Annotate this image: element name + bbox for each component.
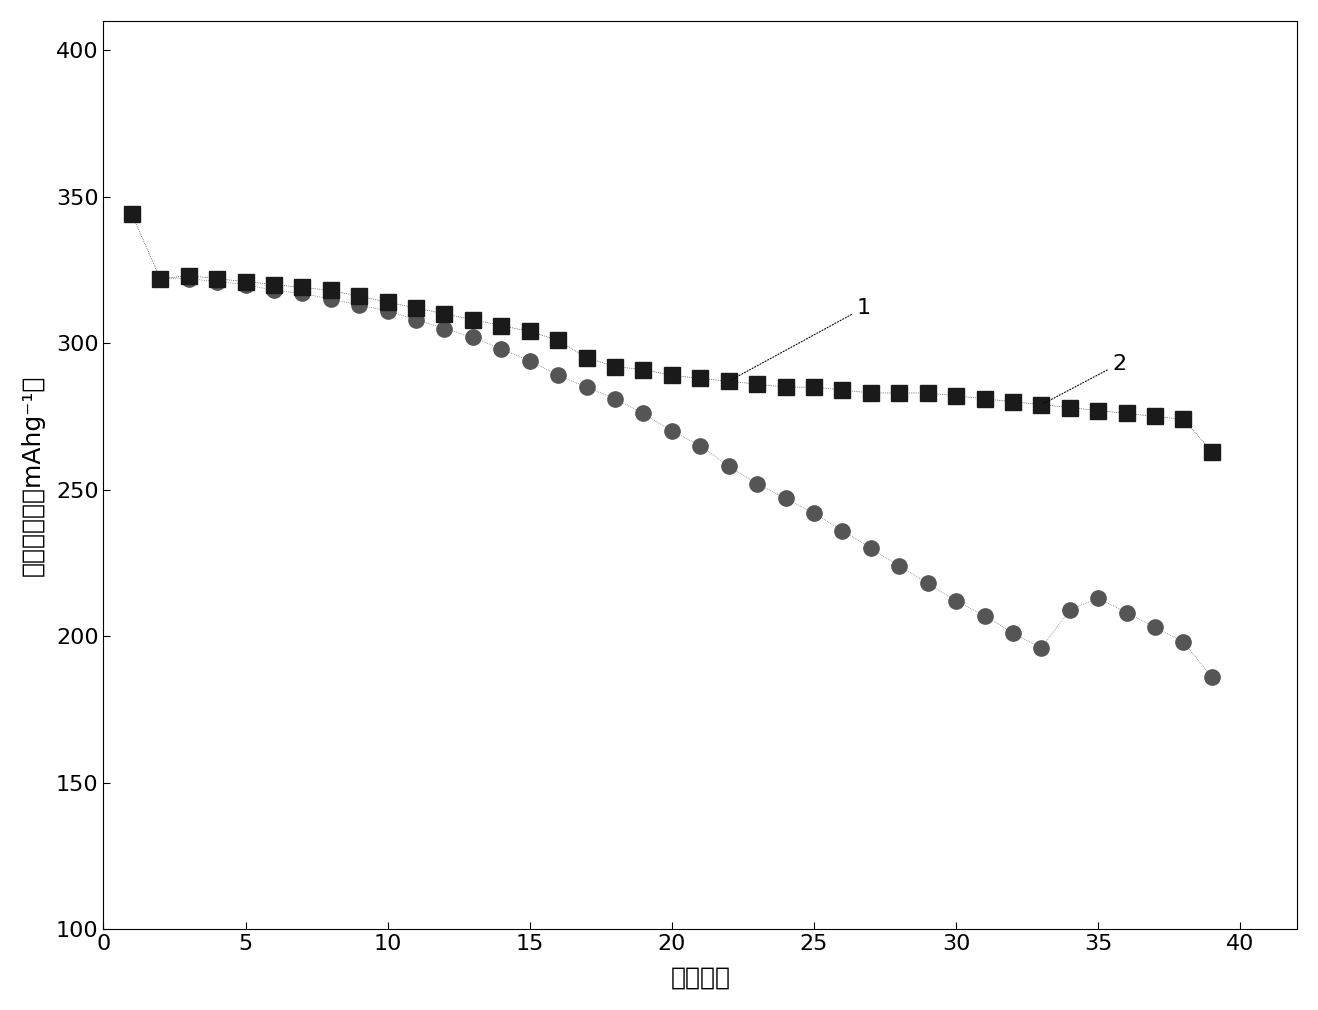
Text: 1: 1 (731, 298, 871, 380)
Text: 2: 2 (1044, 354, 1127, 403)
X-axis label: 循环次数: 循环次数 (671, 966, 730, 989)
Y-axis label: 放电比容量（mAhg⁻¹）: 放电比容量（mAhg⁻¹） (21, 375, 45, 576)
